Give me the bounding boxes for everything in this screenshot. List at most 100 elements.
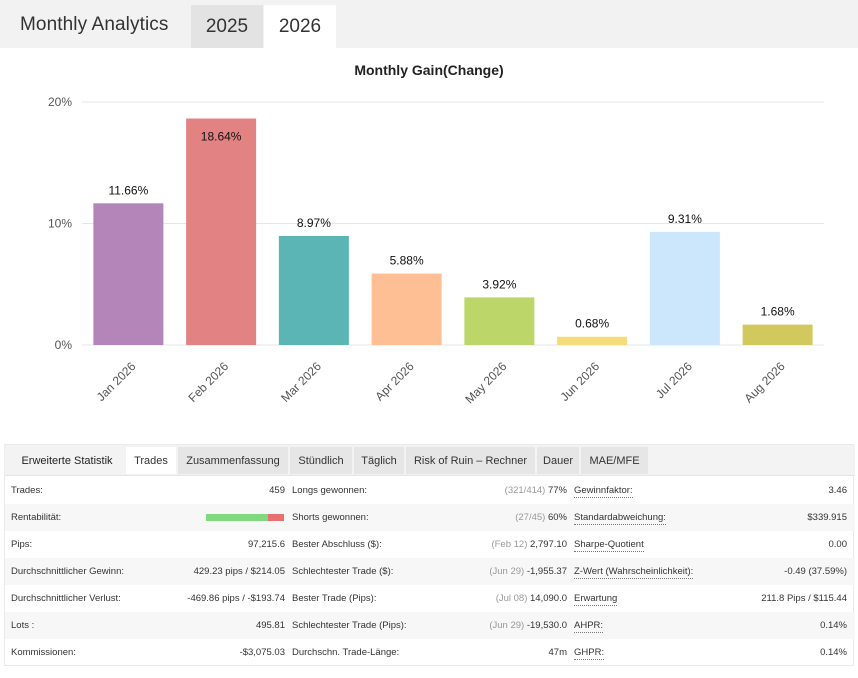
bar[interactable] (649, 231, 720, 345)
stat-label: Bester Abschluss ($): (292, 539, 382, 550)
bar-data-label: 1.68% (761, 305, 795, 319)
stat-label: Durchschnittlicher Gewinn: (11, 566, 124, 577)
stat-label: Rentabilität: (11, 512, 62, 523)
stat-label-help[interactable]: GHPR: (574, 647, 605, 660)
analytics-header: Monthly Analytics 2025 2026 (0, 0, 858, 49)
tab-dauer[interactable]: Dauer (537, 447, 579, 474)
stat-note: (Jun 29) (489, 620, 527, 631)
x-tick-label: Jan 2026 (94, 359, 139, 404)
bar[interactable] (186, 118, 257, 345)
stat-value-with-note: (Jun 29) -1,955.37 (425, 558, 567, 585)
stat-value: 495.81 (255, 620, 285, 631)
stat-note: (321/414) (504, 485, 548, 496)
stat-value: 459 (269, 485, 285, 496)
bar[interactable] (557, 336, 628, 345)
stat-value: -0.49 (37.59%) (784, 566, 847, 577)
profitability-loss-bar (268, 514, 284, 521)
table-row: Trades: 459 Longs gewonnen: (321/414) 77% Ge… (5, 477, 855, 504)
statistics-panel: Erweiterte Statistik Trades Zusammenfass… (4, 444, 855, 666)
table-row: Durchschnittlicher Verlust: -469.86 pips … (5, 585, 855, 612)
stat-value: $339.915 (807, 512, 847, 523)
tab-mae-mfe[interactable]: MAE/MFE (581, 447, 648, 474)
stat-label: Longs gewonnen: (292, 485, 368, 496)
table-row: Lots : 495.81 Schlechtester Trade (Pips): (… (5, 612, 855, 639)
stat-value: -469.86 pips / -$193.74 (187, 593, 285, 604)
y-tick-label: 20% (48, 95, 72, 109)
stat-label: Durchschn. Trade-Länge: (292, 647, 400, 658)
stat-note: (Jun 29) (489, 566, 527, 577)
stat-label: Durchschnittlicher Verlust: (11, 593, 121, 604)
bar-data-label: 0.68% (575, 317, 609, 331)
tab-erweiterte-statistik[interactable]: Erweiterte Statistik (9, 447, 125, 474)
stat-value: 0.14% (820, 620, 847, 631)
stat-label-help[interactable]: Gewinnfaktor: (574, 485, 633, 498)
tab-stuendlich[interactable]: Stündlich (290, 447, 352, 474)
bar[interactable] (464, 297, 535, 345)
tab-risk-of-ruin[interactable]: Risk of Ruin – Rechner (406, 447, 535, 474)
tab-2025[interactable]: 2025 (191, 5, 263, 49)
bar-data-label: 11.66% (108, 183, 148, 197)
x-tick-label: Feb 2026 (185, 359, 231, 405)
x-tick-label: Apr 2026 (372, 359, 417, 404)
bar[interactable] (278, 236, 349, 345)
bar-data-label: 5.88% (390, 254, 424, 268)
stat-value: 0.14% (820, 647, 847, 658)
statistics-tabs: Erweiterte Statistik Trades Zusammenfass… (5, 445, 855, 476)
stat-value: -$3,075.03 (239, 647, 285, 658)
table-row: Pips: 97,215.6 Bester Abschluss ($): (Feb 1… (5, 531, 855, 558)
y-tick-label: 0% (55, 338, 73, 352)
stat-value: 14,090.0 (530, 593, 567, 604)
bar-data-label: 9.31% (668, 212, 702, 226)
stat-value: 3.46 (828, 485, 848, 496)
profitability-win-bar (206, 514, 268, 521)
table-row: Rentabilität: Shorts gewonnen: (27/45) 60%… (5, 504, 855, 531)
stat-value: -19,530.0 (526, 620, 567, 631)
stat-value: 2,797.10 (530, 539, 567, 550)
stat-value-with-note: (27/45) 60% (425, 504, 567, 531)
stat-value-with-note: (Feb 12) 2,797.10 (425, 531, 567, 558)
stat-label: Lots : (11, 620, 35, 631)
x-tick-label: May 2026 (462, 359, 509, 406)
bar[interactable] (371, 273, 442, 345)
stat-value-with-note: 47m (425, 639, 567, 666)
stat-value: 60% (547, 512, 567, 523)
stat-value: 0.00 (828, 539, 848, 550)
x-tick-label: Jun 2026 (557, 359, 602, 404)
stat-label-help[interactable]: Z-Wert (Wahrscheinlichkeit): (574, 566, 694, 579)
x-tick-label: Mar 2026 (278, 359, 324, 405)
stat-label: Shorts gewonnen: (292, 512, 369, 523)
stat-note: (27/45) (515, 512, 548, 523)
stat-value-with-note: (Jun 29) -19,530.0 (425, 612, 567, 639)
stat-label: Schlechtester Trade (Pips): (292, 620, 407, 631)
stat-value: 47m (548, 647, 567, 658)
stat-label: Pips: (11, 539, 33, 550)
tab-2026[interactable]: 2026 (264, 5, 336, 49)
stat-label-help[interactable]: Sharpe-Quotient (574, 539, 644, 552)
stat-label-help[interactable]: Erwartung (574, 593, 618, 606)
stat-note: (Feb 12) (491, 539, 531, 550)
chart-canvas: 0% 10% 20% 11.66% Jan 2026 18.64% Feb 2026 8.97… (48, 95, 824, 406)
chart-title: Monthly Gain(Change) (354, 62, 504, 78)
bar[interactable] (93, 203, 164, 345)
stat-value: 429.23 pips / $214.05 (193, 566, 285, 577)
stat-value: -1,955.37 (526, 566, 567, 577)
tab-taeglich[interactable]: Täglich (354, 447, 404, 474)
tab-zusammenfassung[interactable]: Zusammenfassung (178, 447, 288, 474)
bar-data-label: 18.64% (201, 130, 242, 144)
bar[interactable] (742, 324, 813, 345)
stat-label: Trades: (11, 485, 43, 496)
page-title: Monthly Analytics (20, 14, 169, 35)
stat-value-with-note: (Jul 08) 14,090.0 (425, 585, 567, 612)
y-tick-label: 10% (48, 217, 72, 231)
x-tick-label: Jul 2026 (653, 359, 695, 401)
bar-data-label: 8.97% (297, 216, 331, 230)
tab-trades[interactable]: Trades (126, 447, 176, 474)
stat-value: 211.8 Pips / $115.44 (761, 593, 847, 604)
table-row: Kommissionen: -$3,075.03 Durchschn. Trade-… (5, 639, 855, 666)
stat-label-help[interactable]: Standardabweichung: (574, 512, 666, 525)
stat-value: 97,215.6 (248, 539, 285, 550)
stat-label: Schlechtester Trade ($): (292, 566, 394, 577)
stat-value-with-note: (321/414) 77% (425, 477, 567, 504)
monthly-gain-chart: Monthly Gain(Change) 0% 10% 20% 11.66% Jan 2… (0, 48, 858, 438)
stat-label-help[interactable]: AHPR: (574, 620, 604, 633)
